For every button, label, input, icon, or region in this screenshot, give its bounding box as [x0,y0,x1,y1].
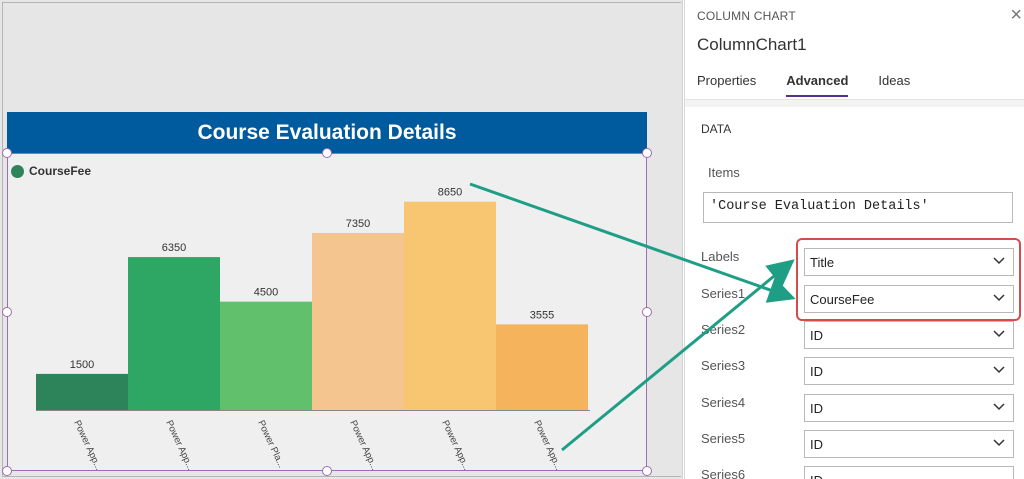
bar-data-label: 7350 [346,218,370,230]
section-strip [685,100,1024,107]
x-tick-label: Power App... [71,419,104,472]
tabs-divider [685,99,1024,100]
series1-dropdown-value: CourseFee [810,291,875,307]
series2-label: Series2 [701,322,746,337]
chevron-down-icon [993,294,1005,302]
series5-label: Series5 [701,431,746,446]
bar-data-label: 4500 [254,287,278,299]
properties-panel: COLUMN CHART ColumnChart1 × Properties A… [684,0,1024,479]
chevron-down-icon [993,366,1005,374]
chart-bar [312,233,404,410]
legend-label: CourseFee [29,164,92,178]
resize-handle-top[interactable] [322,148,332,158]
series5-dropdown[interactable]: ID [804,430,1014,458]
series4-dropdown-value: ID [810,400,823,416]
series3-dropdown-value: ID [810,363,823,379]
chart-plot: 1500 Power App... 6350 Power App... 4500 Powe… [36,187,590,472]
chevron-down-icon [993,330,1005,338]
series6-dropdown-value: ID [810,473,823,479]
series2-dropdown[interactable]: ID [804,321,1014,349]
control-type-label: COLUMN CHART [697,9,796,23]
series5-dropdown-value: ID [810,436,823,452]
series6-dropdown[interactable]: ID [804,466,1014,479]
chart-bar [128,257,220,410]
close-icon[interactable]: × [1010,4,1022,26]
series4-dropdown[interactable]: ID [804,394,1014,422]
x-tick-label: Power Pla... [255,419,287,470]
x-tick-label: Power App... [347,419,380,472]
panel-tabs: Properties Advanced Ideas [697,73,910,97]
series1-label: Series1 [701,286,746,301]
resize-handle-top-right[interactable] [642,148,652,158]
series3-label: Series3 [701,358,746,373]
chart-bar [496,324,588,410]
x-tick-label: Power App... [531,419,564,472]
section-data-heading: DATA [701,122,732,136]
control-name[interactable]: ColumnChart1 [697,35,807,54]
resize-handle-bottom[interactable] [322,466,332,476]
resize-handle-bottom-left[interactable] [2,466,12,476]
chart-legend: CourseFee [11,164,91,178]
chevron-down-icon [993,439,1005,447]
tab-advanced[interactable]: Advanced [786,73,849,97]
tab-properties[interactable]: Properties [697,73,757,88]
series6-label: Series6 [701,467,746,479]
chart-title-label[interactable]: Course Evaluation Details [7,112,647,154]
chart-bar [404,201,496,410]
chart-bar [36,373,128,410]
resize-handle-left[interactable] [2,307,12,317]
series4-label: Series4 [701,395,746,410]
chevron-down-icon [993,257,1005,265]
legend-dot-icon [11,164,24,178]
items-formula-input[interactable]: 'Course Evaluation Details' [703,192,1013,223]
chart-bar [220,301,312,410]
items-label: Items [708,165,740,180]
tab-ideas[interactable]: Ideas [878,73,911,88]
labels-dropdown[interactable]: Title [804,248,1014,276]
highlight-box [796,238,1021,321]
resize-handle-bottom-right[interactable] [642,466,652,476]
bar-data-label: 8650 [438,187,462,199]
bar-data-label: 6350 [162,242,186,254]
labels-dropdown-value: Title [810,254,835,270]
bar-data-label: 1500 [70,359,94,371]
canvas-frame [2,2,681,477]
series3-dropdown[interactable]: ID [804,357,1014,385]
x-tick-label: Power App... [163,419,196,472]
bar-data-label: 3555 [530,309,554,321]
series1-dropdown[interactable]: CourseFee [804,285,1014,313]
chevron-down-icon [993,403,1005,411]
labels-label: Labels [701,249,740,264]
x-tick-label: Power App... [439,419,472,472]
resize-handle-top-left[interactable] [2,148,12,158]
series2-dropdown-value: ID [810,327,823,343]
